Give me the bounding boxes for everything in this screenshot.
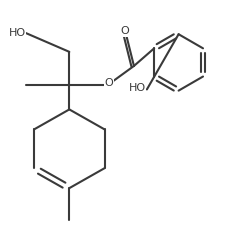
Text: HO: HO	[129, 83, 146, 93]
Text: HO: HO	[9, 28, 26, 38]
Text: O: O	[120, 26, 129, 36]
Text: O: O	[104, 78, 113, 88]
